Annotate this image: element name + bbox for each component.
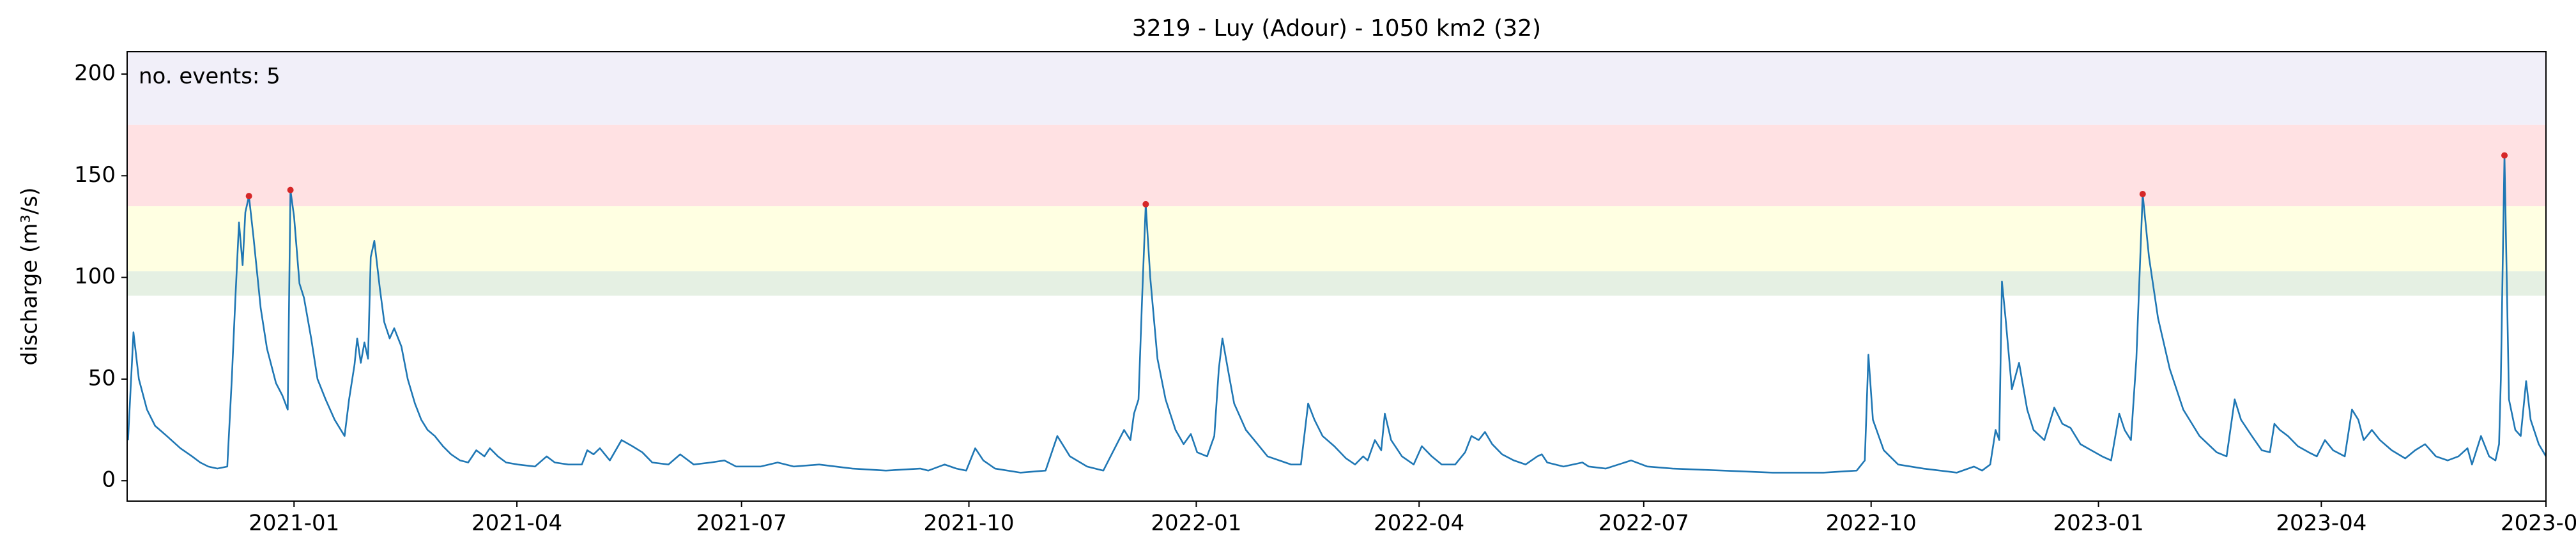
x-tick-label: 2022-07	[1598, 511, 1689, 536]
x-tick-label: 2022-10	[1826, 511, 1917, 536]
y-tick-label: 100	[74, 264, 116, 289]
threshold-band	[127, 206, 2546, 272]
y-tick-label: 150	[74, 162, 116, 188]
event-point	[287, 186, 294, 193]
x-tick-label: 2021-10	[924, 511, 1015, 536]
threshold-band	[127, 124, 2546, 207]
y-axis-label: discharge (m³/s)	[17, 188, 43, 366]
chart-title: 3219 - Luy (Adour) - 1050 km2 (32)	[1132, 15, 1541, 41]
annotation: no. events: 5	[139, 64, 280, 89]
x-tick-label: 2023-07	[2501, 511, 2576, 536]
x-tick-label: 2022-01	[1151, 511, 1241, 536]
event-point	[1142, 200, 1149, 207]
threshold-band	[127, 271, 2546, 296]
x-tick-label: 2023-01	[2053, 511, 2144, 536]
event-point	[2501, 152, 2508, 159]
y-tick-label: 50	[88, 365, 116, 391]
x-tick-label: 2023-04	[2276, 511, 2366, 536]
y-tick-label: 200	[74, 61, 116, 86]
x-tick-label: 2021-04	[471, 511, 562, 536]
x-tick-label: 2021-07	[696, 511, 787, 536]
plot-frame	[126, 51, 2547, 502]
event-point	[2139, 190, 2146, 197]
y-tick-label: 0	[102, 467, 116, 493]
discharge-line	[127, 154, 2547, 474]
threshold-band	[127, 52, 2546, 125]
x-tick-label: 2021-01	[249, 511, 339, 536]
event-point	[245, 193, 252, 200]
x-tick-label: 2022-04	[1374, 511, 1464, 536]
